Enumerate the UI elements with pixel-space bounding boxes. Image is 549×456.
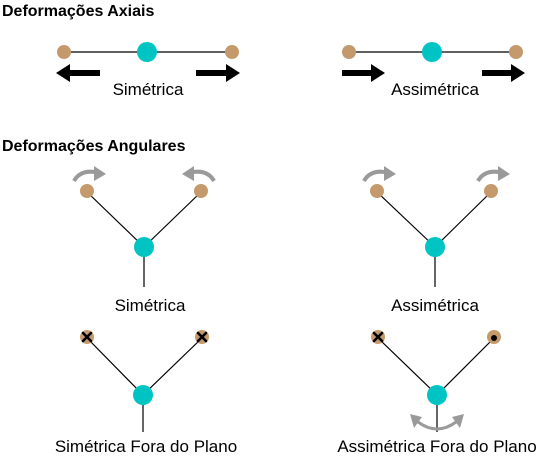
outer-atom-left (57, 45, 71, 59)
arrow-right-icon (196, 64, 240, 82)
bond (86, 337, 144, 396)
outer-atom-left (370, 184, 384, 198)
rotate-arrow-head-icon (94, 166, 106, 181)
outer-atom-right (484, 184, 498, 198)
outer-atom-right (194, 184, 208, 198)
rotate-arrow-head-icon (384, 166, 396, 181)
bond (377, 337, 438, 396)
axial-asymmetric-diagram (342, 42, 525, 82)
rotate-arrow-icon (192, 169, 216, 183)
x-mark-icon (81, 331, 93, 343)
out-of-plane-asymmetric-diagram (371, 330, 501, 432)
rotate-arrow-icon (72, 169, 96, 183)
dot-mark-icon (491, 335, 497, 341)
rotate-arrow-head-icon (182, 166, 194, 181)
angular-asymmetric-label: Assimétrica (391, 296, 479, 315)
center-atom (137, 42, 157, 62)
bond (436, 337, 495, 396)
center-atom (425, 237, 445, 257)
bond (376, 191, 436, 248)
angular-symmetric-diagram (72, 166, 216, 287)
center-atom (427, 385, 447, 405)
arrow-left-icon (56, 64, 100, 82)
arrow-right-icon (482, 64, 525, 82)
outer-atom-left (342, 45, 356, 59)
bond (143, 191, 202, 248)
twist-arrow-head-right-icon (452, 414, 464, 428)
outer-atom-left (80, 184, 94, 198)
angular-asymmetric-diagram (362, 166, 510, 287)
angular-section-title: Deformações Angulares (2, 138, 186, 155)
bond (142, 337, 203, 396)
rotate-arrow-head-icon (498, 166, 510, 181)
axial-asymmetric-label: Assimétrica (391, 80, 479, 99)
center-atom (422, 42, 442, 62)
x-mark-icon (372, 331, 384, 343)
center-atom (134, 237, 154, 257)
twist-arrow-icon (417, 420, 457, 431)
bond (86, 191, 145, 248)
rotate-arrow-icon (362, 169, 386, 183)
angular-symmetric-label: Simétrica (115, 296, 186, 315)
outer-atom-right (509, 45, 523, 59)
x-mark-icon (196, 331, 208, 343)
outer-atom-right (225, 45, 239, 59)
center-atom (133, 385, 153, 405)
axial-symmetric-diagram (56, 42, 240, 82)
twist-arrow-head-left-icon (410, 414, 422, 428)
out-of-plane-symmetric-diagram (80, 330, 209, 432)
axial-section-title: Deformações Axiais (2, 3, 154, 20)
arrow-right-icon (342, 64, 385, 82)
axial-symmetric-label: Simétrica (113, 80, 184, 99)
out-of-plane-asymmetric-label: Assimétrica Fora do Plano (337, 437, 536, 456)
bond (434, 191, 492, 248)
out-of-plane-symmetric-label: Simétrica Fora do Plano (55, 437, 237, 456)
rotate-arrow-icon (476, 169, 500, 183)
